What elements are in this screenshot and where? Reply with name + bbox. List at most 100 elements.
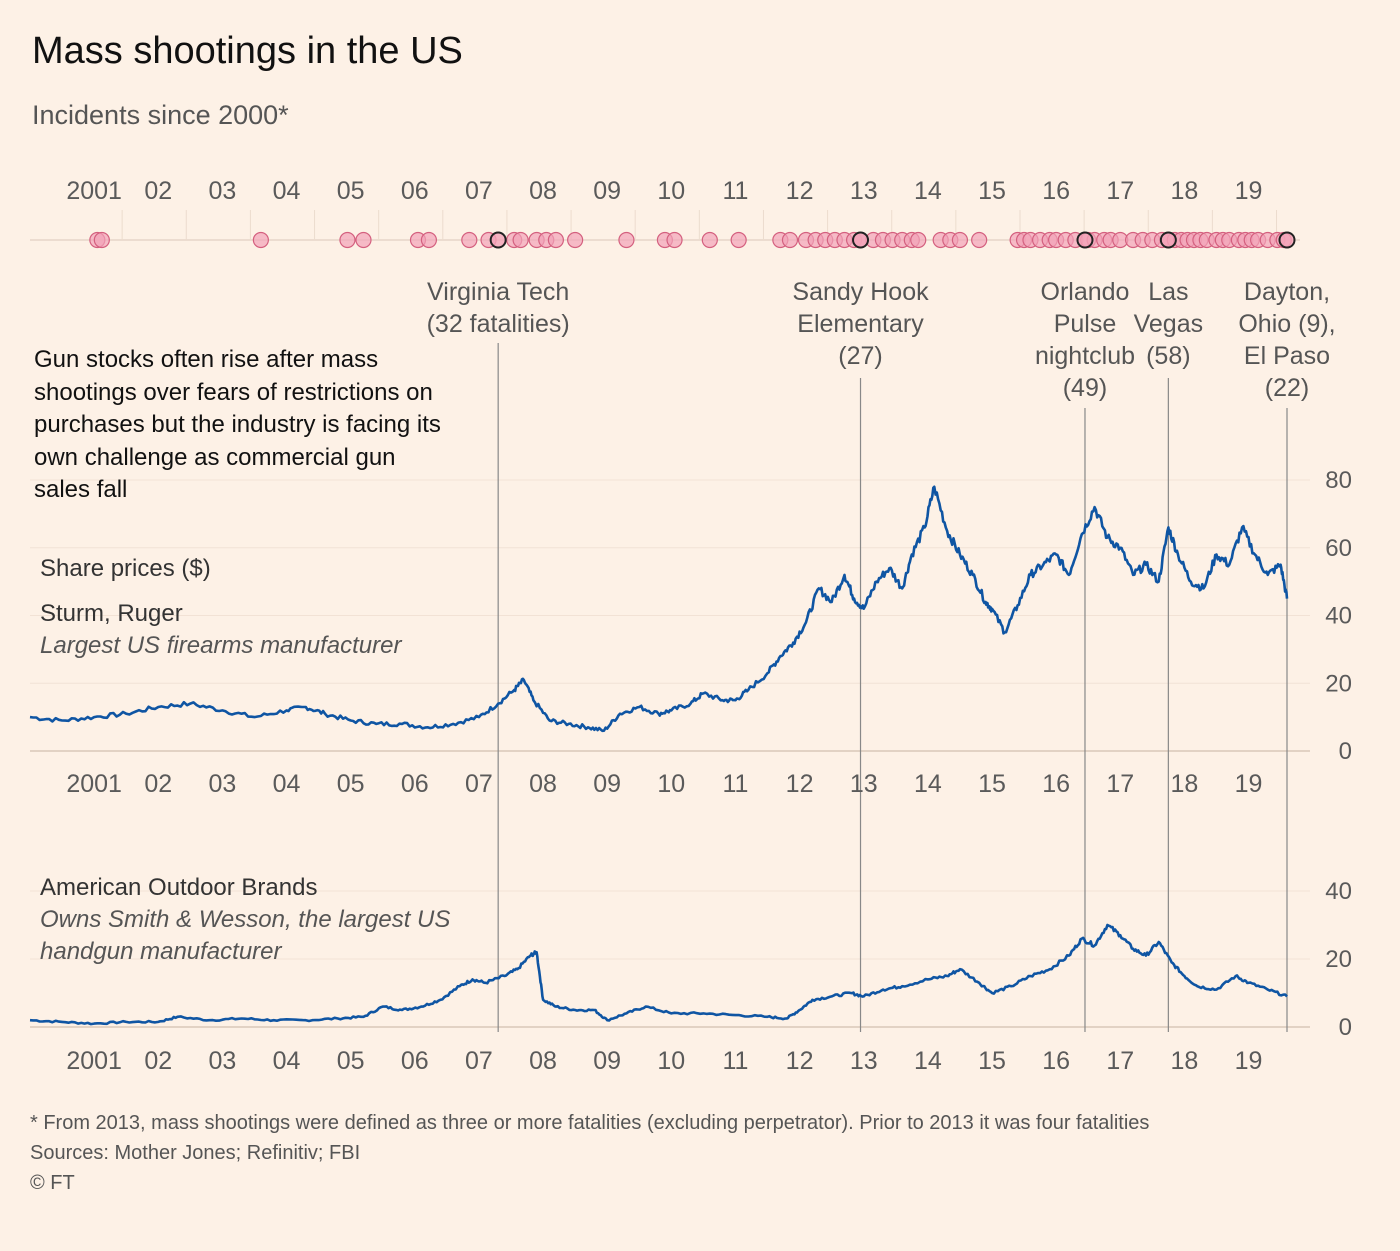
annotation-label: Sandy Hook — [792, 278, 929, 306]
annotation-label: (32 fatalities) — [427, 310, 570, 338]
timeline-tick-label: 10 — [657, 177, 685, 205]
x-tick-label: 07 — [465, 770, 493, 798]
annotation-label: Las — [1148, 278, 1188, 306]
highlighted-incident-dot — [1076, 231, 1094, 249]
incident-dot — [730, 231, 747, 249]
timeline-tick-label: 02 — [144, 177, 172, 205]
timeline-tick-label: 04 — [273, 177, 301, 205]
y-tick-label: 40 — [1325, 603, 1352, 630]
y-tick-label: 0 — [1339, 738, 1352, 765]
x-tick-label: 15 — [978, 1047, 1006, 1075]
y-tick-label: 20 — [1325, 670, 1352, 697]
x-tick-label: 18 — [1170, 1047, 1198, 1075]
annotation-label: Pulse — [1054, 310, 1117, 338]
x-tick-label: 15 — [978, 770, 1006, 798]
annotation-label: Ohio (9), — [1238, 310, 1335, 338]
incident-dot — [701, 231, 718, 249]
incident-dot — [618, 231, 635, 249]
x-tick-label: 06 — [401, 770, 429, 798]
incident-dot — [339, 231, 356, 249]
x-tick-label: 13 — [850, 1047, 878, 1075]
aob-desc: Owns Smith & Wesson, the largest US hand… — [40, 906, 451, 965]
annotation-label: (58) — [1146, 342, 1190, 370]
aob-name: American Outdoor Brands — [40, 874, 318, 901]
timeline-tick-label: 17 — [1106, 177, 1134, 205]
incident-dot — [93, 231, 110, 249]
timeline-tick-label: 2001 — [66, 177, 122, 205]
incident-dot — [547, 231, 564, 249]
x-tick-label: 12 — [786, 770, 814, 798]
timeline-tick-label: 06 — [401, 177, 429, 205]
incident-dot — [951, 231, 969, 249]
x-tick-label: 04 — [273, 770, 301, 798]
timeline-tick-label: 05 — [337, 177, 365, 205]
highlighted-incident-dot — [852, 231, 870, 249]
x-tick-label: 10 — [657, 770, 685, 798]
chart-subtitle: Incidents since 2000* — [32, 100, 289, 130]
annotation-label: (49) — [1063, 374, 1107, 402]
x-tick-label: 18 — [1170, 770, 1198, 798]
incident-dot — [355, 231, 372, 249]
timeline-tick-label: 03 — [208, 177, 236, 205]
annotation-guides — [497, 343, 1288, 1032]
incident-dot — [567, 231, 584, 249]
sturm-ruger-desc: Largest US firearms manufacturer — [40, 632, 402, 659]
timeline-tick-label: 19 — [1235, 177, 1263, 205]
highlighted-incident-dot — [1159, 231, 1177, 249]
x-tick-label: 13 — [850, 770, 878, 798]
highlighted-incident-dot — [1278, 231, 1296, 249]
axis-labels: 2001 02 03 04 05 06 07 08 09 10 11 12 13 14 15 16 17 18 19… — [66, 177, 1352, 1075]
timeline-tick-label: 18 — [1170, 177, 1198, 205]
incident-dot — [512, 231, 529, 249]
x-tick-label: 05 — [337, 770, 365, 798]
timeline-tick-label: 16 — [1042, 177, 1070, 205]
timeline-tick-label: 09 — [593, 177, 621, 205]
annotation-label: nightclub — [1035, 342, 1135, 370]
timeline-tick-label: 07 — [465, 177, 493, 205]
incident-dot — [420, 231, 438, 249]
y-tick-label: 40 — [1325, 878, 1352, 905]
x-tick-label: 11 — [722, 770, 748, 798]
x-tick-label: 12 — [786, 1047, 814, 1075]
x-tick-label: 09 — [593, 1047, 621, 1075]
x-tick-label: 02 — [144, 770, 172, 798]
x-tick-label: 06 — [401, 1047, 429, 1075]
x-tick-label: 2001 — [66, 1047, 122, 1075]
sturm-ruger-name: Sturm, Ruger — [40, 600, 183, 627]
x-tick-label: 03 — [208, 770, 236, 798]
incident-dots — [89, 231, 1296, 249]
annotation-label: (27) — [838, 342, 882, 370]
x-tick-label: 19 — [1235, 1047, 1263, 1075]
y-tick-label: 0 — [1339, 1014, 1352, 1041]
copyright: © FT — [30, 1172, 75, 1194]
timeline-tick-label: 14 — [914, 177, 942, 205]
series-lines — [29, 485, 1289, 1026]
x-tick-label: 11 — [722, 1047, 748, 1075]
incident-dot — [252, 231, 269, 249]
incident-dot — [781, 231, 799, 249]
x-tick-label: 17 — [1106, 1047, 1134, 1075]
american-outdoor-brands-line — [29, 923, 1288, 1026]
x-tick-label: 17 — [1106, 770, 1134, 798]
x-tick-label: 2001 — [66, 770, 122, 798]
footer: * From 2013, mass shootings were defined… — [30, 1108, 1149, 1198]
x-tick-label: 03 — [208, 1047, 236, 1075]
aob-legend: American Outdoor Brands Owns Smith & Wes… — [40, 872, 460, 968]
incident-dot — [461, 231, 478, 249]
annotation-label: (22) — [1265, 374, 1309, 402]
x-tick-label: 16 — [1042, 770, 1070, 798]
y-tick-label: 20 — [1325, 946, 1352, 973]
x-tick-label: 02 — [144, 1047, 172, 1075]
footnote: * From 2013, mass shootings were defined… — [30, 1112, 1150, 1134]
x-tick-label: 04 — [273, 1047, 301, 1075]
timeline-tick-label: 08 — [529, 177, 557, 205]
x-tick-label: 08 — [529, 770, 557, 798]
x-tick-label: 09 — [593, 770, 621, 798]
x-tick-label: 08 — [529, 1047, 557, 1075]
annotation-note: Gun stocks often rise after mass shootin… — [34, 346, 441, 503]
x-tick-label: 10 — [657, 1047, 685, 1075]
annotation-label: Vegas — [1134, 310, 1204, 338]
highlighted-incident-dot — [489, 231, 507, 249]
